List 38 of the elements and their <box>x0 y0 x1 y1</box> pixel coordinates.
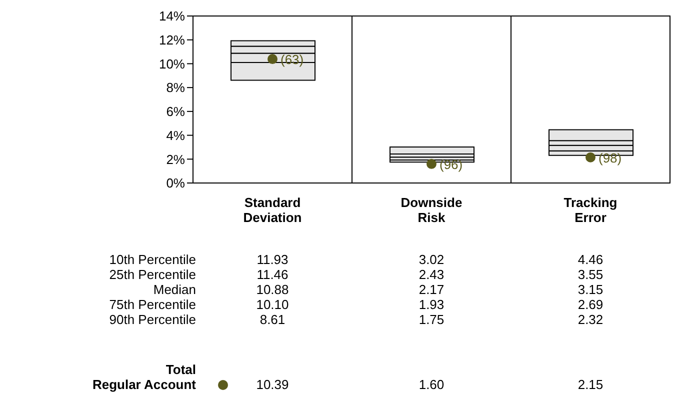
y-tick-label: 75th Percentile <box>109 297 196 312</box>
y-tick-label: 8% <box>166 80 186 96</box>
y-tick-label: 2% <box>166 152 186 167</box>
data-label: 8.61 <box>258 312 286 327</box>
data-label: 2.32 <box>576 312 604 327</box>
data-label: 1.60 <box>418 377 446 392</box>
y-tick-label: 10% <box>158 56 186 72</box>
y-tick-label: 10th Percentile <box>109 252 196 267</box>
data-label: 4.46 <box>576 252 604 267</box>
data-label: 2.15 <box>576 377 604 392</box>
y-tick-label: 0% <box>166 176 186 191</box>
data-label: 3.15 <box>576 282 604 297</box>
data-label: 11.46 <box>256 267 290 282</box>
data-label: 2.69 <box>576 297 604 312</box>
data-label: 3.55 <box>576 267 604 282</box>
y-tick-label: 6% <box>166 104 186 120</box>
data-label: 2.43 <box>418 267 446 282</box>
x-tick-label: Standard Deviation <box>243 195 302 225</box>
point <box>586 152 596 162</box>
x-tick-label: Tracking Error <box>564 195 618 225</box>
data-label: 3.02 <box>418 252 446 267</box>
y-tick-label: 90th Percentile <box>109 312 196 327</box>
y-tick-label: 12% <box>158 32 186 48</box>
point <box>426 158 436 169</box>
data-label: 11.93 <box>256 252 290 267</box>
data-label: 10.10 <box>255 297 290 312</box>
y-tick-label: Median <box>153 282 196 297</box>
data-label: 1.93 <box>418 297 446 312</box>
y-tick-label: Total Regular Account <box>92 362 196 392</box>
data-label: 2.17 <box>418 282 446 297</box>
data-label: 10.88 <box>255 282 290 297</box>
x-tick-label: Downside Risk <box>400 195 462 225</box>
data-label: 1.75 <box>418 312 446 327</box>
y-tick-label: 14% <box>158 8 186 24</box>
data-label: 10.39 <box>255 377 290 392</box>
y-tick-label: 25th Percentile <box>109 267 196 282</box>
point <box>268 54 278 64</box>
y-tick-label: 4% <box>166 128 186 143</box>
